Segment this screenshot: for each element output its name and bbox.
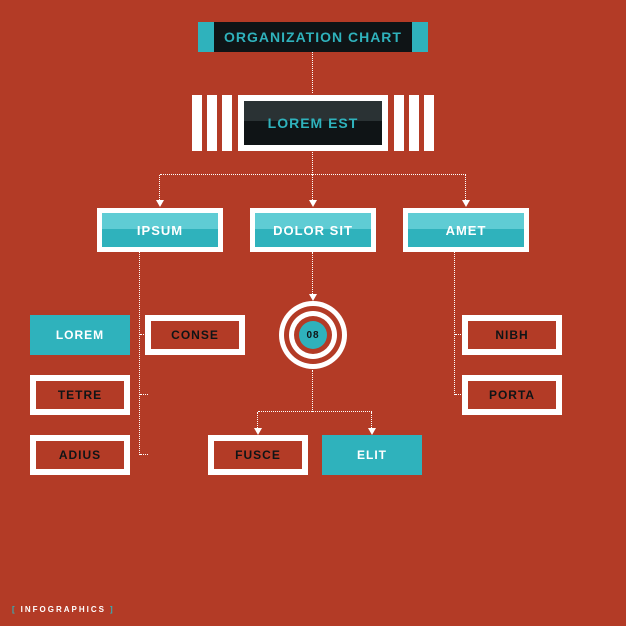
connector-line (140, 454, 148, 455)
leaf-node-label: LOREM (56, 328, 104, 342)
leaf-node-label: CONSE (145, 315, 245, 355)
level2-node-label: DOLOR SIT (273, 223, 353, 238)
chart-title: ORGANIZATION CHART (198, 22, 428, 52)
org-chart-canvas: ORGANIZATION CHART LOREM EST IPSUM DOLOR SI… (0, 0, 626, 626)
leaf-node-label: TETRE (30, 375, 130, 415)
root-node: LOREM EST (192, 95, 434, 151)
leaf-node-lorem: LOREM (30, 315, 130, 355)
level2-node: IPSUM (97, 208, 223, 252)
leaf-node-adius: ADIUS (30, 435, 130, 475)
connector-line (465, 175, 466, 202)
connector-line (312, 175, 313, 202)
connector-line (139, 252, 140, 455)
leaf-node-label: PORTA (462, 375, 562, 415)
leaf-node-fusce: FUSCE (208, 435, 308, 475)
connector-arrow (156, 200, 164, 207)
root-node-label: LOREM EST (268, 115, 359, 131)
leaf-node-label: FUSCE (208, 435, 308, 475)
connector-line (312, 370, 313, 412)
leaf-node-tetre: TETRE (30, 375, 130, 415)
connector-line (258, 411, 372, 412)
footer-brand-label: INFOGRAPHICS (21, 605, 106, 614)
connector-line (312, 52, 313, 93)
connector-line (312, 152, 313, 175)
connector-arrow (309, 200, 317, 207)
connector-line (454, 252, 455, 395)
level2-node: AMET (403, 208, 529, 252)
connector-line (140, 394, 148, 395)
leaf-node-elit: ELIT (322, 435, 422, 475)
footer-brand: [INFOGRAPHICS] (12, 605, 115, 614)
connector-arrow (254, 428, 262, 435)
connector-arrow (462, 200, 470, 207)
leaf-node-conse: CONSE (145, 315, 245, 355)
connector-arrow (309, 294, 317, 301)
leaf-node-nibh: NIBH (462, 315, 562, 355)
connector-line (312, 252, 313, 296)
connector-line (159, 175, 160, 202)
leaf-node-label: NIBH (462, 315, 562, 355)
level2-node: DOLOR SIT (250, 208, 376, 252)
chart-title-label: ORGANIZATION CHART (214, 22, 412, 52)
level2-node-label: AMET (446, 223, 487, 238)
center-badge-label: 08 (279, 301, 347, 369)
leaf-node-label: ELIT (357, 448, 387, 462)
center-badge: 08 (279, 301, 347, 369)
connector-arrow (368, 428, 376, 435)
leaf-node-label: ADIUS (30, 435, 130, 475)
level2-node-label: IPSUM (137, 223, 183, 238)
leaf-node-porta: PORTA (462, 375, 562, 415)
